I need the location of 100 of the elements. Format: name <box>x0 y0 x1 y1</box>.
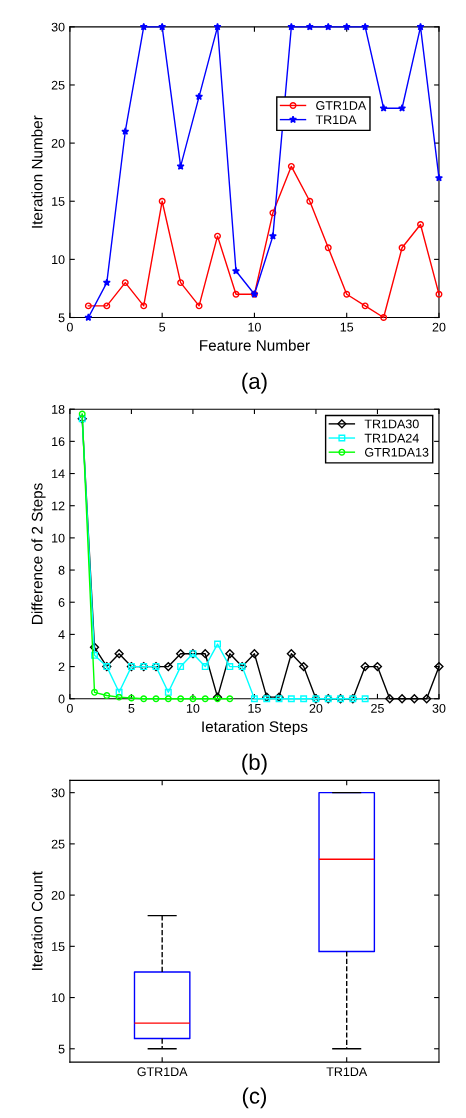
x-tick-label: 10 <box>248 322 261 332</box>
y-tick-label: 25 <box>51 839 65 849</box>
point <box>268 231 277 240</box>
x-tick-label: 0 <box>66 703 73 713</box>
y-tick-label: 8 <box>58 565 65 575</box>
point <box>226 695 234 703</box>
legend-label: TR1DA <box>315 115 357 124</box>
point <box>306 197 314 205</box>
point <box>398 244 406 252</box>
point <box>287 695 295 703</box>
y-tick-label: 20 <box>51 890 65 900</box>
point <box>380 314 388 321</box>
point <box>398 104 407 112</box>
point <box>140 695 148 703</box>
point <box>164 695 172 703</box>
legend-label: GTR1DA <box>316 101 367 110</box>
point <box>114 649 124 659</box>
y-tick-label: 14 <box>52 469 65 479</box>
y-tick-label: 10 <box>52 533 65 543</box>
point <box>435 290 443 298</box>
point <box>372 661 383 672</box>
y-tick-label: 15 <box>52 197 65 206</box>
x-tick-label: 5 <box>159 322 166 332</box>
point <box>213 22 222 31</box>
point <box>163 661 173 672</box>
point <box>305 22 314 31</box>
point <box>324 22 333 31</box>
point <box>416 22 425 31</box>
point <box>286 649 296 659</box>
point <box>231 266 240 275</box>
point <box>379 104 388 112</box>
point <box>232 290 240 298</box>
point <box>417 221 424 228</box>
point <box>102 278 111 287</box>
point <box>361 302 369 310</box>
point <box>361 22 370 31</box>
point <box>139 22 148 31</box>
point <box>299 661 309 672</box>
y-tick-label: 0 <box>58 694 65 704</box>
x-tick-label: 15 <box>340 322 354 332</box>
x-tick-label: 0 <box>66 322 73 332</box>
point <box>195 92 204 101</box>
point <box>115 693 123 701</box>
x-axis-title: Ietaration Steps <box>202 720 308 736</box>
point <box>342 22 351 31</box>
y-tick-label: 15 <box>52 942 65 951</box>
y-tick-label: 4 <box>58 630 65 639</box>
text: (b) <box>242 753 267 775</box>
y-axis-title: Iteration Count <box>31 871 43 970</box>
point <box>84 302 92 310</box>
point <box>324 244 332 252</box>
y-axis-title: Difference of 2 Steps <box>31 483 46 624</box>
x-tick-label: 25 <box>371 703 384 713</box>
x-tick-label: 5 <box>128 704 135 713</box>
y-tick-label: 30 <box>51 22 65 32</box>
y-tick-label: 5 <box>58 1044 65 1054</box>
point <box>360 661 370 672</box>
y-tick-label: 10 <box>52 255 65 265</box>
point <box>300 695 308 703</box>
point <box>91 688 98 696</box>
y-tick-label: 2 <box>58 662 65 672</box>
y-tick-label: 12 <box>52 501 65 511</box>
point <box>249 649 260 659</box>
text: (a) <box>242 372 267 394</box>
point <box>200 649 210 659</box>
point <box>115 688 123 696</box>
point <box>385 694 395 704</box>
point <box>177 695 185 703</box>
point <box>140 302 148 310</box>
point <box>361 695 369 703</box>
x-tick-label: 15 <box>248 704 261 713</box>
point <box>177 279 185 287</box>
point <box>103 692 111 700</box>
point <box>164 688 172 696</box>
y-tick-label: 25 <box>51 80 65 90</box>
point <box>152 695 160 703</box>
legend-label: TR1DA30 <box>364 419 419 429</box>
x-tick-label: 20 <box>432 322 446 332</box>
y-tick-label: 30 <box>51 788 65 798</box>
point <box>121 279 129 287</box>
x-tick-label: 10 <box>186 703 200 713</box>
point <box>397 694 407 704</box>
y-tick-label: 10 <box>52 993 65 1003</box>
point <box>343 290 351 298</box>
point <box>409 694 419 704</box>
legend-label: TR1DA24 <box>364 433 419 443</box>
text: (c) <box>242 1087 267 1109</box>
point <box>158 22 167 31</box>
x-tick-label: 30 <box>432 703 446 713</box>
point <box>434 661 444 672</box>
point <box>158 197 166 205</box>
point <box>121 127 130 135</box>
legend-label: GTR1DA13 <box>365 447 429 457</box>
point <box>434 173 443 182</box>
point <box>225 649 235 659</box>
y-tick-label: 18 <box>52 404 65 414</box>
y-tick-label: 20 <box>51 138 65 148</box>
point <box>84 313 93 322</box>
y-tick-label: 5 <box>58 313 65 323</box>
point <box>201 663 209 671</box>
